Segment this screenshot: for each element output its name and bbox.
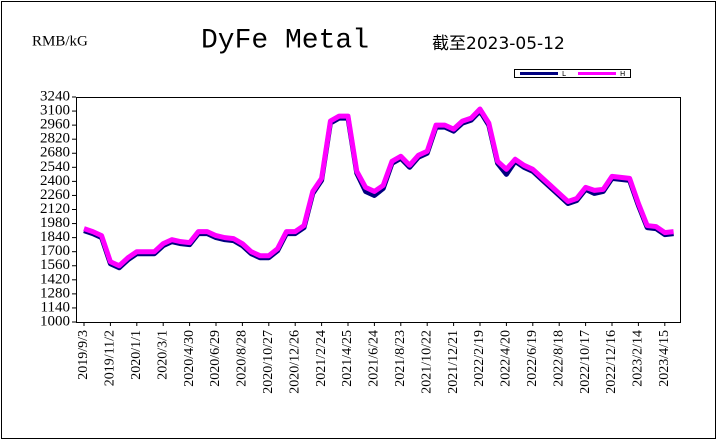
x-tick-label: 2022/2/19: [472, 330, 487, 387]
y-tick-label: 2540: [40, 159, 70, 175]
legend: [514, 69, 631, 78]
x-tick-label: 2022/12/16: [604, 330, 619, 394]
y-tick-label: 2260: [40, 187, 70, 203]
y-tick-label: 1560: [40, 257, 70, 273]
y-tick-label: 3240: [40, 88, 70, 104]
x-tick-label: 2021/10/22: [419, 330, 434, 394]
x-tick-label: 2022/8/18: [551, 330, 566, 387]
x-tick-label: 2020/6/29: [208, 330, 223, 387]
y-tick-label: 3100: [40, 103, 70, 119]
x-tick-label: 2023/4/15: [657, 330, 672, 387]
x-tick-label: 2021/6/24: [367, 330, 382, 387]
x-tick-label: 2022/6/19: [525, 330, 540, 387]
annotation: 截至2023-05-12: [432, 34, 565, 54]
legend-label: H: [620, 70, 625, 78]
x-tick-label: 2023/2/14: [631, 330, 646, 387]
chart-title: DyFe Metal: [201, 25, 369, 56]
x-tick-label: 2020/3/1: [155, 330, 170, 380]
x-tick-label: 2019/11/2: [103, 330, 118, 386]
x-tick-label: 2022/4/20: [499, 330, 514, 387]
x-tick-label: 2021/2/24: [314, 330, 329, 387]
x-tick-label: 2019/9/3: [76, 330, 91, 380]
x-tick-label: 2022/10/17: [578, 330, 593, 394]
y-axis-label: RMB/kG: [32, 33, 88, 49]
x-tick-label: 2020/10/27: [261, 330, 276, 394]
x-tick-label: 2020/4/30: [182, 330, 197, 387]
y-tick-label: 1420: [40, 271, 70, 287]
y-tick-label: 1700: [40, 243, 70, 259]
x-tick-label: 2020/12/26: [287, 330, 302, 394]
x-tick-label: 2021/12/21: [446, 330, 461, 394]
x-tick-label: 2020/1/1: [129, 330, 144, 380]
x-tick-label: 2021/4/25: [340, 330, 355, 387]
legend-label: L: [562, 70, 566, 78]
y-tick-label: 1140: [41, 299, 70, 315]
y-tick-label: 2820: [40, 131, 70, 147]
y-tick-label: 1000: [40, 313, 70, 329]
plot-frame: [76, 97, 681, 323]
x-tick-label: 2020/8/28: [235, 330, 250, 387]
y-tick-label: 1840: [40, 229, 70, 245]
y-tick-label: 2400: [40, 173, 70, 189]
series-line: [83, 106, 674, 269]
y-tick-label: 2960: [40, 117, 70, 133]
y-tick-label: 2680: [40, 145, 70, 161]
y-tick-label: 1980: [40, 215, 70, 231]
x-tick-label: 2021/8/23: [393, 330, 408, 387]
y-tick-label: 2120: [40, 201, 70, 217]
y-tick-label: 1280: [40, 285, 70, 301]
